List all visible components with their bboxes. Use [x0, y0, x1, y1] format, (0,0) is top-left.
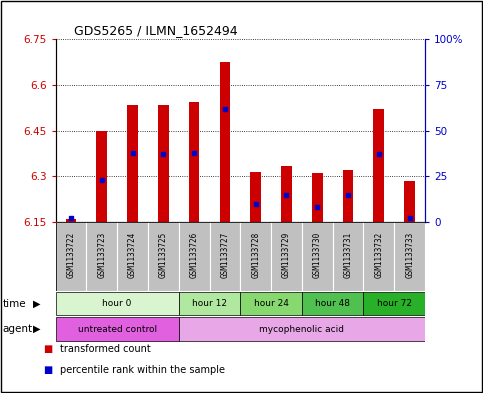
Bar	[281, 166, 292, 222]
Bar	[86, 222, 117, 291]
Bar	[210, 222, 240, 291]
Bar	[302, 292, 364, 315]
Bar	[56, 292, 179, 315]
Text: time: time	[2, 299, 26, 309]
Bar	[394, 222, 425, 291]
Text: GSM1133731: GSM1133731	[343, 232, 353, 278]
Text: GSM1133724: GSM1133724	[128, 232, 137, 278]
Bar	[179, 222, 210, 291]
Bar	[342, 170, 354, 222]
Text: hour 12: hour 12	[192, 299, 227, 308]
Bar	[373, 109, 384, 222]
Bar	[364, 222, 394, 291]
Text: GSM1133728: GSM1133728	[251, 232, 260, 278]
Text: hour 0: hour 0	[102, 299, 132, 308]
Text: transformed count: transformed count	[60, 344, 151, 354]
Bar	[271, 222, 302, 291]
Text: hour 24: hour 24	[254, 299, 288, 308]
Bar	[179, 318, 425, 341]
Bar	[189, 102, 199, 222]
Text: GSM1133730: GSM1133730	[313, 232, 322, 278]
Bar	[56, 222, 86, 291]
Text: GSM1133727: GSM1133727	[220, 232, 229, 278]
Bar	[364, 292, 425, 315]
Bar	[240, 292, 302, 315]
Text: GDS5265 / ILMN_1652494: GDS5265 / ILMN_1652494	[74, 24, 238, 37]
Text: GSM1133726: GSM1133726	[190, 232, 199, 278]
Text: GSM1133732: GSM1133732	[374, 232, 384, 278]
Bar	[127, 105, 138, 222]
Text: hour 72: hour 72	[377, 299, 412, 308]
Bar	[312, 173, 323, 222]
Text: GSM1133733: GSM1133733	[405, 232, 414, 278]
Bar	[302, 222, 333, 291]
Bar	[66, 219, 76, 222]
Bar	[117, 222, 148, 291]
Bar	[250, 172, 261, 222]
Text: GSM1133725: GSM1133725	[159, 232, 168, 278]
Text: mycophenolic acid: mycophenolic acid	[259, 325, 344, 334]
Text: untreated control: untreated control	[78, 325, 156, 334]
Bar	[56, 318, 179, 341]
Text: ■: ■	[43, 365, 53, 375]
Bar	[219, 62, 230, 222]
Bar	[240, 222, 271, 291]
Text: GSM1133729: GSM1133729	[282, 232, 291, 278]
Text: hour 48: hour 48	[315, 299, 350, 308]
Text: agent: agent	[2, 324, 32, 334]
Text: GSM1133723: GSM1133723	[97, 232, 106, 278]
Bar	[158, 105, 169, 222]
Bar	[179, 292, 240, 315]
Text: ■: ■	[43, 344, 53, 354]
Bar	[148, 222, 179, 291]
Bar	[333, 222, 364, 291]
Bar	[96, 131, 107, 222]
Text: GSM1133722: GSM1133722	[67, 232, 75, 278]
Text: percentile rank within the sample: percentile rank within the sample	[60, 365, 226, 375]
Bar	[404, 181, 415, 222]
Text: ▶: ▶	[33, 299, 41, 309]
Text: ▶: ▶	[33, 324, 41, 334]
